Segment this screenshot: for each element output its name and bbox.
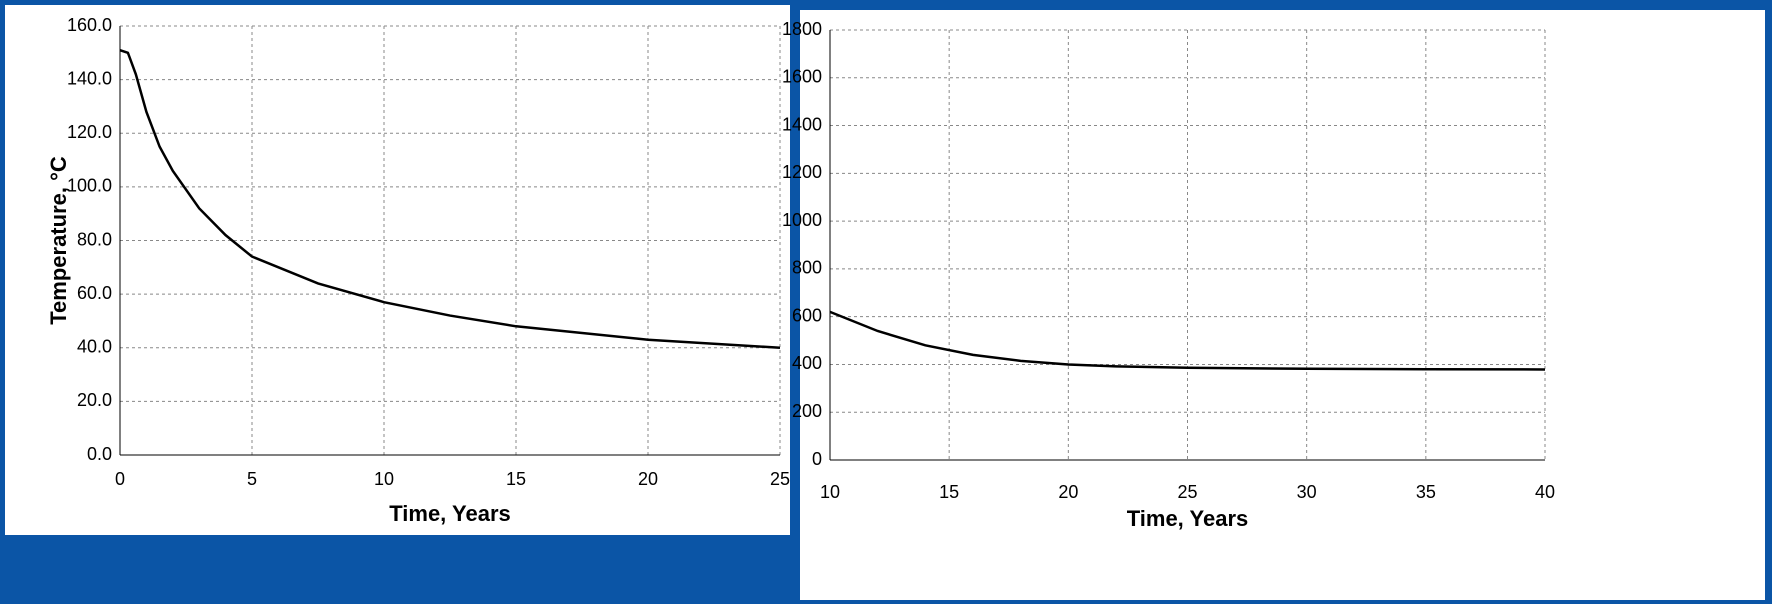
y-tick-label: 600 [792,305,822,325]
x-axis-title: Time, Years [389,501,511,526]
x-tick-label: 10 [374,469,394,489]
y-tick-label: 1600 [782,67,822,87]
x-tick-label: 20 [1058,482,1078,502]
y-tick-label: 0.0 [87,444,112,464]
x-tick-label: 10 [820,482,840,502]
x-tick-label: 25 [770,469,790,489]
y-axis-title: Temperature, °C [46,156,71,325]
left-panel [5,5,790,535]
x-tick-label: 40 [1535,482,1555,502]
y-tick-label: 40.0 [77,337,112,357]
y-tick-label: 100.0 [67,176,112,196]
right-panel [800,10,1765,600]
x-axis-title: Time, Years [1127,506,1249,531]
y-tick-label: 20.0 [77,390,112,410]
x-tick-label: 0 [115,469,125,489]
y-tick-label: 1400 [782,114,822,134]
y-tick-label: 60.0 [77,283,112,303]
data-line [119,48,781,349]
y-tick-label: 80.0 [77,229,112,249]
y-tick-label: 1200 [782,162,822,182]
x-tick-label: 30 [1297,482,1317,502]
y-tick-label: 120.0 [67,122,112,142]
y-tick-label: 400 [792,353,822,373]
y-tick-label: 800 [792,258,822,278]
y-tick-label: 140.0 [67,68,112,88]
x-tick-label: 35 [1416,482,1436,502]
x-tick-label: 15 [506,469,526,489]
y-tick-label: 200 [792,401,822,421]
x-tick-label: 20 [638,469,658,489]
x-tick-label: 15 [939,482,959,502]
data-line [829,310,1546,371]
y-tick-label: 0 [812,449,822,469]
y-tick-label: 1000 [782,210,822,230]
y-tick-label: 160.0 [67,15,112,35]
y-tick-label: 1800 [782,19,822,39]
x-tick-label: 25 [1177,482,1197,502]
x-tick-label: 5 [247,469,257,489]
